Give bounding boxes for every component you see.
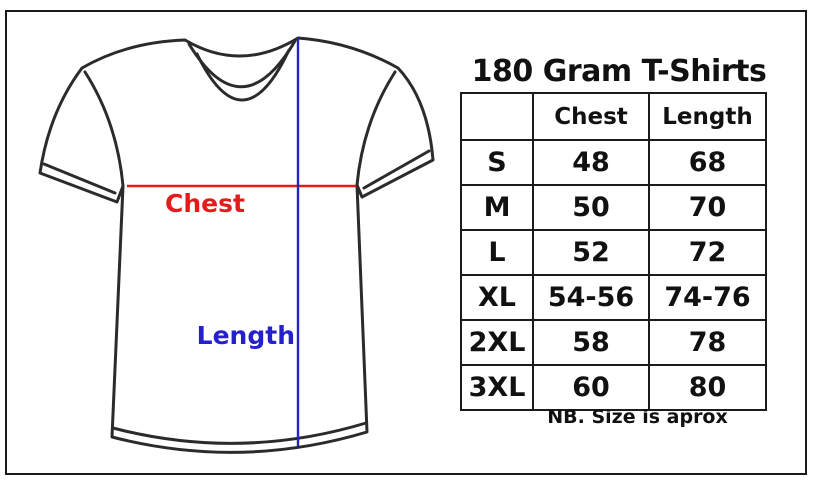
hem-line	[111, 421, 368, 445]
size-cell: M	[460, 184, 534, 231]
corner-header-cell	[460, 92, 534, 141]
length-cell: 74-76	[648, 274, 767, 321]
size-note: NB. Size is aprox	[547, 406, 728, 428]
table-row: 2XL 58 78	[460, 319, 767, 366]
page-title: 180 Gram T-Shirts	[471, 54, 767, 89]
chest-cell: 58	[532, 319, 650, 366]
chest-cell: 60	[532, 364, 650, 411]
size-cell: L	[460, 229, 534, 276]
left-cuff-line	[42, 162, 117, 195]
left-sleeve-seam	[83, 70, 125, 188]
chest-line-label: Chest	[165, 189, 245, 218]
table-row: XL 54-56 74-76	[460, 274, 767, 321]
chest-cell: 50	[532, 184, 650, 231]
column-header-chest: Chest	[532, 92, 650, 141]
table-header-row: Chest Length	[460, 92, 767, 141]
column-header-length: Length	[648, 92, 767, 141]
table-row: 3XL 60 80	[460, 364, 767, 411]
length-cell: 68	[648, 139, 767, 186]
size-table: Chest Length S 48 68 M 50 70 L 52 72 XL …	[460, 92, 767, 411]
table-row: M 50 70	[460, 184, 767, 231]
size-cell: 2XL	[460, 319, 534, 366]
length-cell: 80	[648, 364, 767, 411]
chest-cell: 52	[532, 229, 650, 276]
chest-cell: 54-56	[532, 274, 650, 321]
length-cell: 72	[648, 229, 767, 276]
table-row: S 48 68	[460, 139, 767, 186]
length-cell: 70	[648, 184, 767, 231]
length-line-label: Length	[197, 321, 295, 350]
right-sleeve-seam	[355, 70, 397, 187]
length-cell: 78	[648, 319, 767, 366]
tshirt-outline-icon	[38, 36, 435, 454]
size-cell: S	[460, 139, 534, 186]
right-cuff-line	[362, 149, 431, 190]
size-cell: XL	[460, 274, 534, 321]
size-cell: 3XL	[460, 364, 534, 411]
collar-neck-line	[195, 48, 291, 102]
tshirt-illustration: Chest Length	[38, 36, 435, 454]
chest-cell: 48	[532, 139, 650, 186]
table-row: L 52 72	[460, 229, 767, 276]
size-chart-frame: Chest Length 180 Gram T-Shirts Chest Len…	[5, 10, 807, 475]
